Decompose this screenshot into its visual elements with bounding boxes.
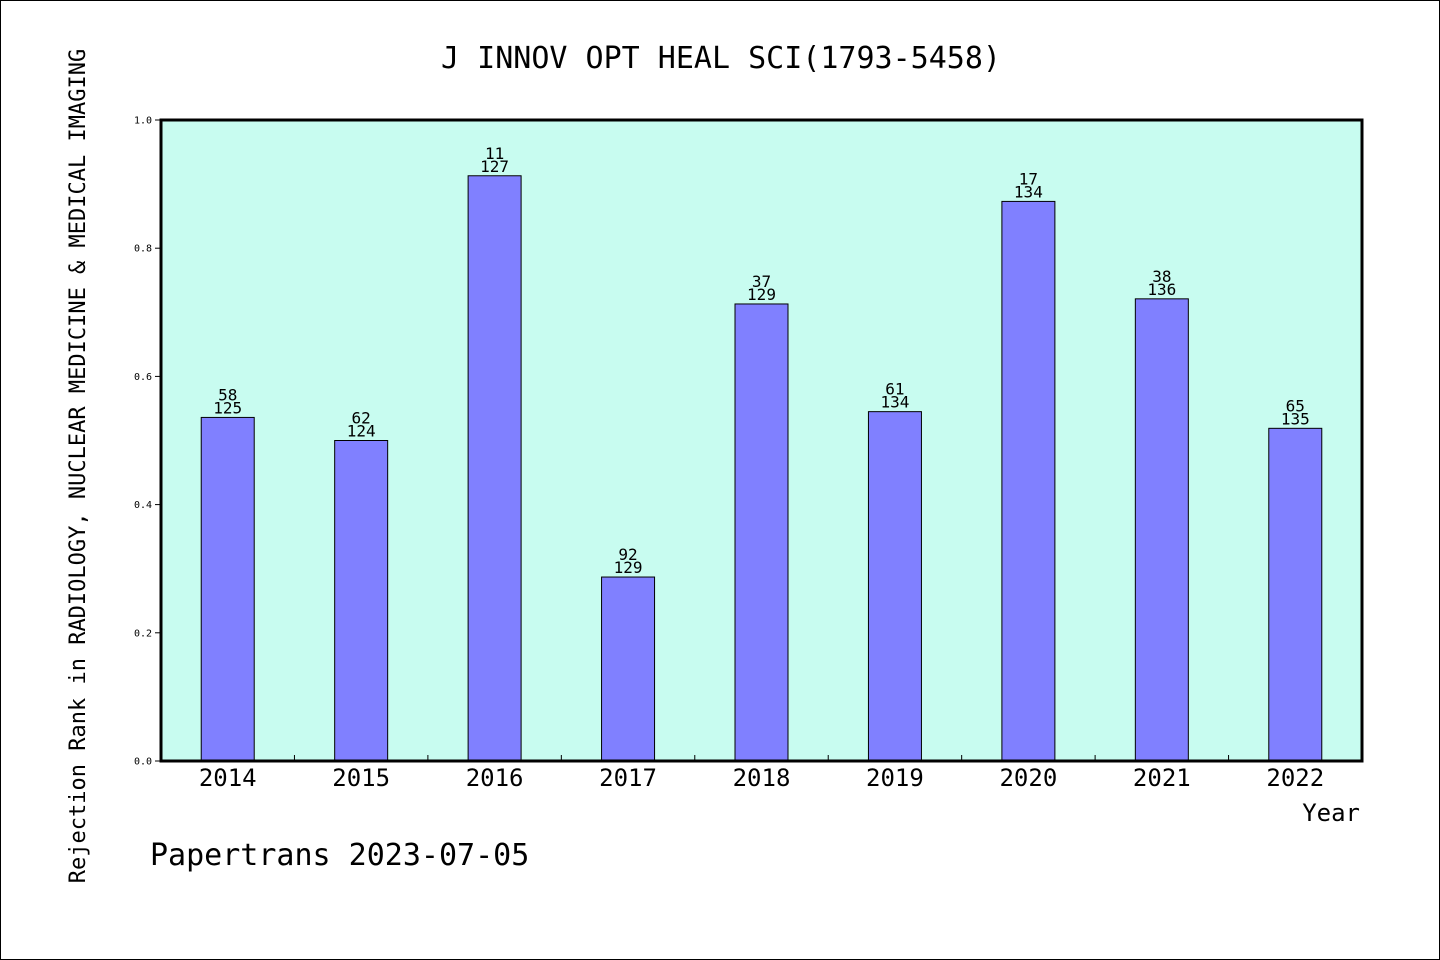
bar-2019 <box>867 411 922 762</box>
bar-rank-label: 17 <box>1019 169 1038 188</box>
x-tick-label: 2019 <box>866 764 924 792</box>
x-tick-label: 2018 <box>733 764 791 792</box>
bar-total-label: 134 <box>880 393 909 412</box>
x-tick-label: 2014 <box>199 764 257 792</box>
bar-2014 <box>200 416 255 762</box>
y-axis-label: Rejection Rank in RADIOLOGY, NUCLEAR MED… <box>66 49 91 883</box>
bar-rank-label: 11 <box>485 144 504 163</box>
bar-total-label: 124 <box>347 422 376 441</box>
bar-2016 <box>467 175 522 762</box>
bar-rank-label: 62 <box>352 409 371 428</box>
y-tick-label: 0.4 <box>134 500 152 511</box>
bar-total-label: 125 <box>213 398 242 417</box>
bar-total-label: 129 <box>747 285 776 304</box>
x-tick-label: 2017 <box>599 764 657 792</box>
bars-group: 5812562124111279212937129611341713438136… <box>200 144 1323 762</box>
bar-rank-label: 58 <box>218 385 237 404</box>
y-tick-label: 1.0 <box>134 116 152 127</box>
bar-2017 <box>601 576 656 762</box>
y-tick-label: 0.0 <box>134 757 152 768</box>
bar-total-label: 129 <box>614 558 643 577</box>
bar-total-label: 135 <box>1281 409 1310 428</box>
y-tick-label: 0.2 <box>134 628 152 639</box>
x-tick-label: 2021 <box>1133 764 1191 792</box>
bar-2022 <box>1268 427 1323 762</box>
y-tick-label: 0.8 <box>134 244 152 255</box>
bar-rank-label: 92 <box>618 545 637 564</box>
bar-2020 <box>1001 200 1056 762</box>
x-tick-label: 2022 <box>1266 764 1324 792</box>
bar-rank-label: 37 <box>752 272 771 291</box>
y-axis-ticks: 0.0 0.2 0.4 0.6 0.8 1.0 <box>134 116 161 768</box>
bar-total-label: 134 <box>1014 182 1043 201</box>
chart-title: J INNOV OPT HEAL SCI(1793-5458) <box>441 41 1001 76</box>
bar-total-label: 136 <box>1147 280 1176 299</box>
bar-total-label: 127 <box>480 157 509 176</box>
bar-rank-label: 38 <box>1152 267 1171 286</box>
bar-2015 <box>334 440 389 762</box>
bar-rank-label: 65 <box>1286 396 1305 415</box>
x-axis-ticks: 2014 2015 2016 2017 2018 2019 2020 2021 2022 <box>199 755 1324 792</box>
x-tick-label: 2016 <box>466 764 524 792</box>
bar-2021 <box>1134 298 1189 762</box>
x-tick-label: 2020 <box>999 764 1057 792</box>
y-tick-label: 0.6 <box>134 372 152 383</box>
footer-credit: Papertrans 2023-07-05 <box>150 838 529 873</box>
x-axis-label: Year <box>1302 799 1360 827</box>
plot-border <box>159 118 1364 763</box>
x-tick-label: 2015 <box>332 764 390 792</box>
bar-2018 <box>734 303 789 762</box>
bar-rank-label: 61 <box>885 380 904 399</box>
